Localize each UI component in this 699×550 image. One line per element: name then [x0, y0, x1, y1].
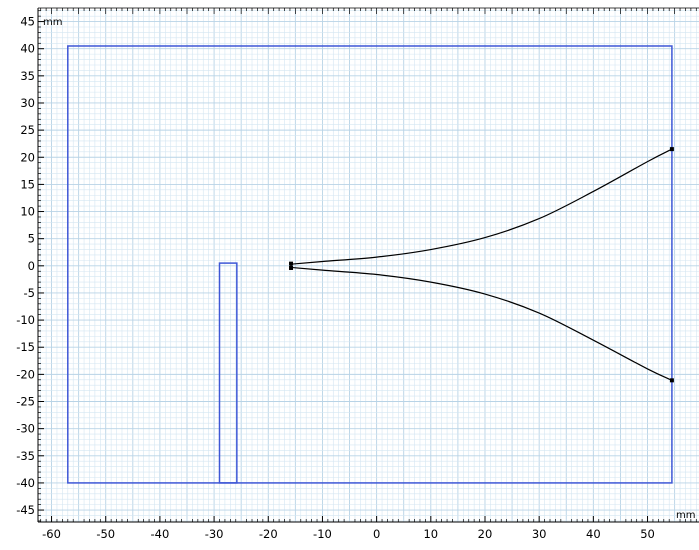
vertex-point[interactable]: [289, 265, 294, 270]
y-tick-label: 10: [20, 205, 35, 219]
y-tick-label: 25: [20, 123, 35, 137]
grid: [38, 8, 699, 522]
x-tick-label: -60: [42, 527, 61, 541]
outer-domain-rectangle[interactable]: [67, 45, 673, 484]
x-tick-label: -40: [151, 527, 170, 541]
y-tick-label: -35: [16, 449, 35, 463]
x-tick-label: 0: [373, 527, 380, 541]
x-unit-label: mm: [676, 510, 695, 521]
geometry-shapes: [67, 45, 674, 484]
y-tick-label: -30: [16, 422, 35, 436]
y-tick-label: -20: [16, 367, 35, 381]
x-tick-label: 50: [640, 527, 655, 541]
y-tick-label: -25: [16, 395, 35, 409]
vertex-point[interactable]: [669, 378, 674, 383]
y-tick-label: 5: [28, 232, 35, 246]
x-tick-label: -50: [96, 527, 115, 541]
horn-lower-curve[interactable]: [290, 266, 673, 381]
slot-rectangle[interactable]: [218, 262, 238, 484]
y-tick-label: 35: [20, 69, 35, 83]
horn-upper-curve[interactable]: [290, 148, 673, 265]
x-tick-label: 30: [532, 527, 547, 541]
y-tick-label: 15: [20, 177, 35, 191]
y-tick-label: -10: [16, 313, 35, 327]
y-tick-label: 0: [28, 259, 35, 273]
x-tick-label: -10: [313, 527, 332, 541]
y-unit-label: mm: [43, 17, 62, 28]
y-tick-label: 20: [20, 150, 35, 164]
x-tick-label: -30: [205, 527, 224, 541]
y-tick-label: 40: [20, 42, 35, 56]
y-tick-label: -5: [24, 286, 35, 300]
y-tick-label: -15: [16, 340, 35, 354]
x-tick-label: 10: [423, 527, 438, 541]
y-tick-label: 30: [20, 96, 35, 110]
vertex-point[interactable]: [289, 261, 294, 266]
x-tick-label: 20: [478, 527, 493, 541]
vertex-point[interactable]: [669, 147, 674, 152]
axes: -60 -50 -40 -30 -20 -10 0 10 20 30 40 5045403530252…: [16, 7, 699, 541]
y-tick-label: -40: [16, 476, 35, 490]
y-tick-label: -45: [16, 503, 35, 517]
y-tick-label: 45: [20, 15, 35, 29]
x-tick-label: 40: [586, 527, 601, 541]
x-tick-label: -20: [259, 527, 278, 541]
